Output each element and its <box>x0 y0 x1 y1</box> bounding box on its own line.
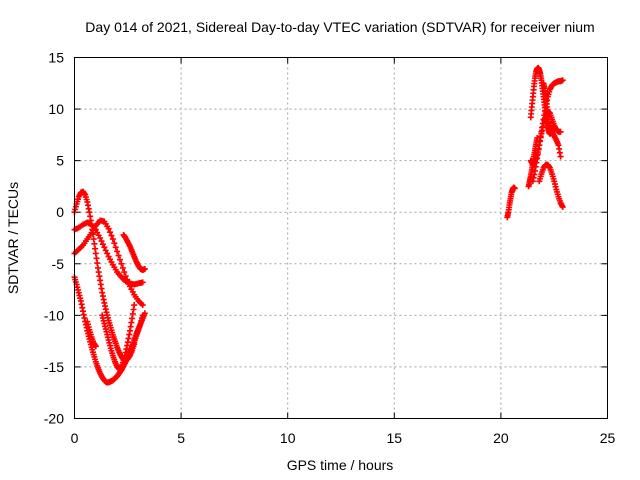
data-point <box>534 134 541 141</box>
series-track-8 <box>126 310 148 355</box>
data-point <box>114 248 121 255</box>
data-point <box>559 204 566 211</box>
y-axis-label: SDTVAR / TECUs <box>5 182 21 294</box>
series-track-3 <box>71 217 146 309</box>
data-point <box>99 241 106 248</box>
data-point <box>109 236 116 243</box>
y-tick-label: -10 <box>44 307 64 323</box>
y-tick-label: -20 <box>44 411 64 427</box>
data-point <box>125 280 132 287</box>
y-tick-label: 5 <box>56 153 64 169</box>
data-point <box>98 238 105 245</box>
data-point <box>139 302 146 309</box>
data-point <box>108 232 115 239</box>
y-tick-label: 15 <box>48 50 64 66</box>
data-point <box>92 343 99 350</box>
data-point <box>557 153 564 160</box>
series-track-9 <box>504 184 518 221</box>
series-track-14 <box>536 161 566 211</box>
data-point <box>546 128 553 135</box>
x-tick-label: 5 <box>177 430 185 446</box>
data-point <box>105 225 112 232</box>
data-point <box>131 302 138 309</box>
data-point <box>141 310 148 317</box>
data-point <box>104 250 111 257</box>
y-tick-label: -15 <box>44 359 64 375</box>
x-tick-label: 25 <box>600 430 616 446</box>
x-axis-label: GPS time / hours <box>287 457 394 473</box>
data-point <box>111 240 118 247</box>
y-tick-label: -5 <box>52 256 65 272</box>
x-tick-label: 10 <box>280 430 296 446</box>
data-point <box>139 279 146 286</box>
data-point <box>511 185 518 192</box>
chart-title: Day 014 of 2021, Sidereal Day-to-day VTE… <box>85 19 594 35</box>
x-tick-label: 15 <box>387 430 403 446</box>
data-point <box>141 265 148 272</box>
x-tick-label: 20 <box>493 430 509 446</box>
data-point <box>124 276 131 283</box>
y-tick-label: 0 <box>56 204 64 220</box>
data-point <box>119 264 126 271</box>
series-track-16 <box>540 80 553 135</box>
grid <box>74 57 608 419</box>
x-tick-label: 0 <box>71 430 79 446</box>
data-point <box>101 244 108 251</box>
data-point <box>118 260 125 267</box>
data-point <box>115 252 122 259</box>
data-point <box>121 269 128 276</box>
data-point <box>97 235 104 241</box>
data-point <box>102 247 109 254</box>
series-track-7 <box>120 231 148 273</box>
series-track-13 <box>525 134 541 190</box>
data-points <box>71 64 566 386</box>
data-point <box>557 128 564 135</box>
plot-frame <box>74 57 608 419</box>
data-point <box>116 256 123 263</box>
data-point <box>112 244 119 251</box>
y-tick-label: 10 <box>48 101 64 117</box>
data-point <box>107 229 114 236</box>
data-point <box>559 77 566 84</box>
series-track-6 <box>84 318 99 350</box>
data-point <box>122 273 129 280</box>
